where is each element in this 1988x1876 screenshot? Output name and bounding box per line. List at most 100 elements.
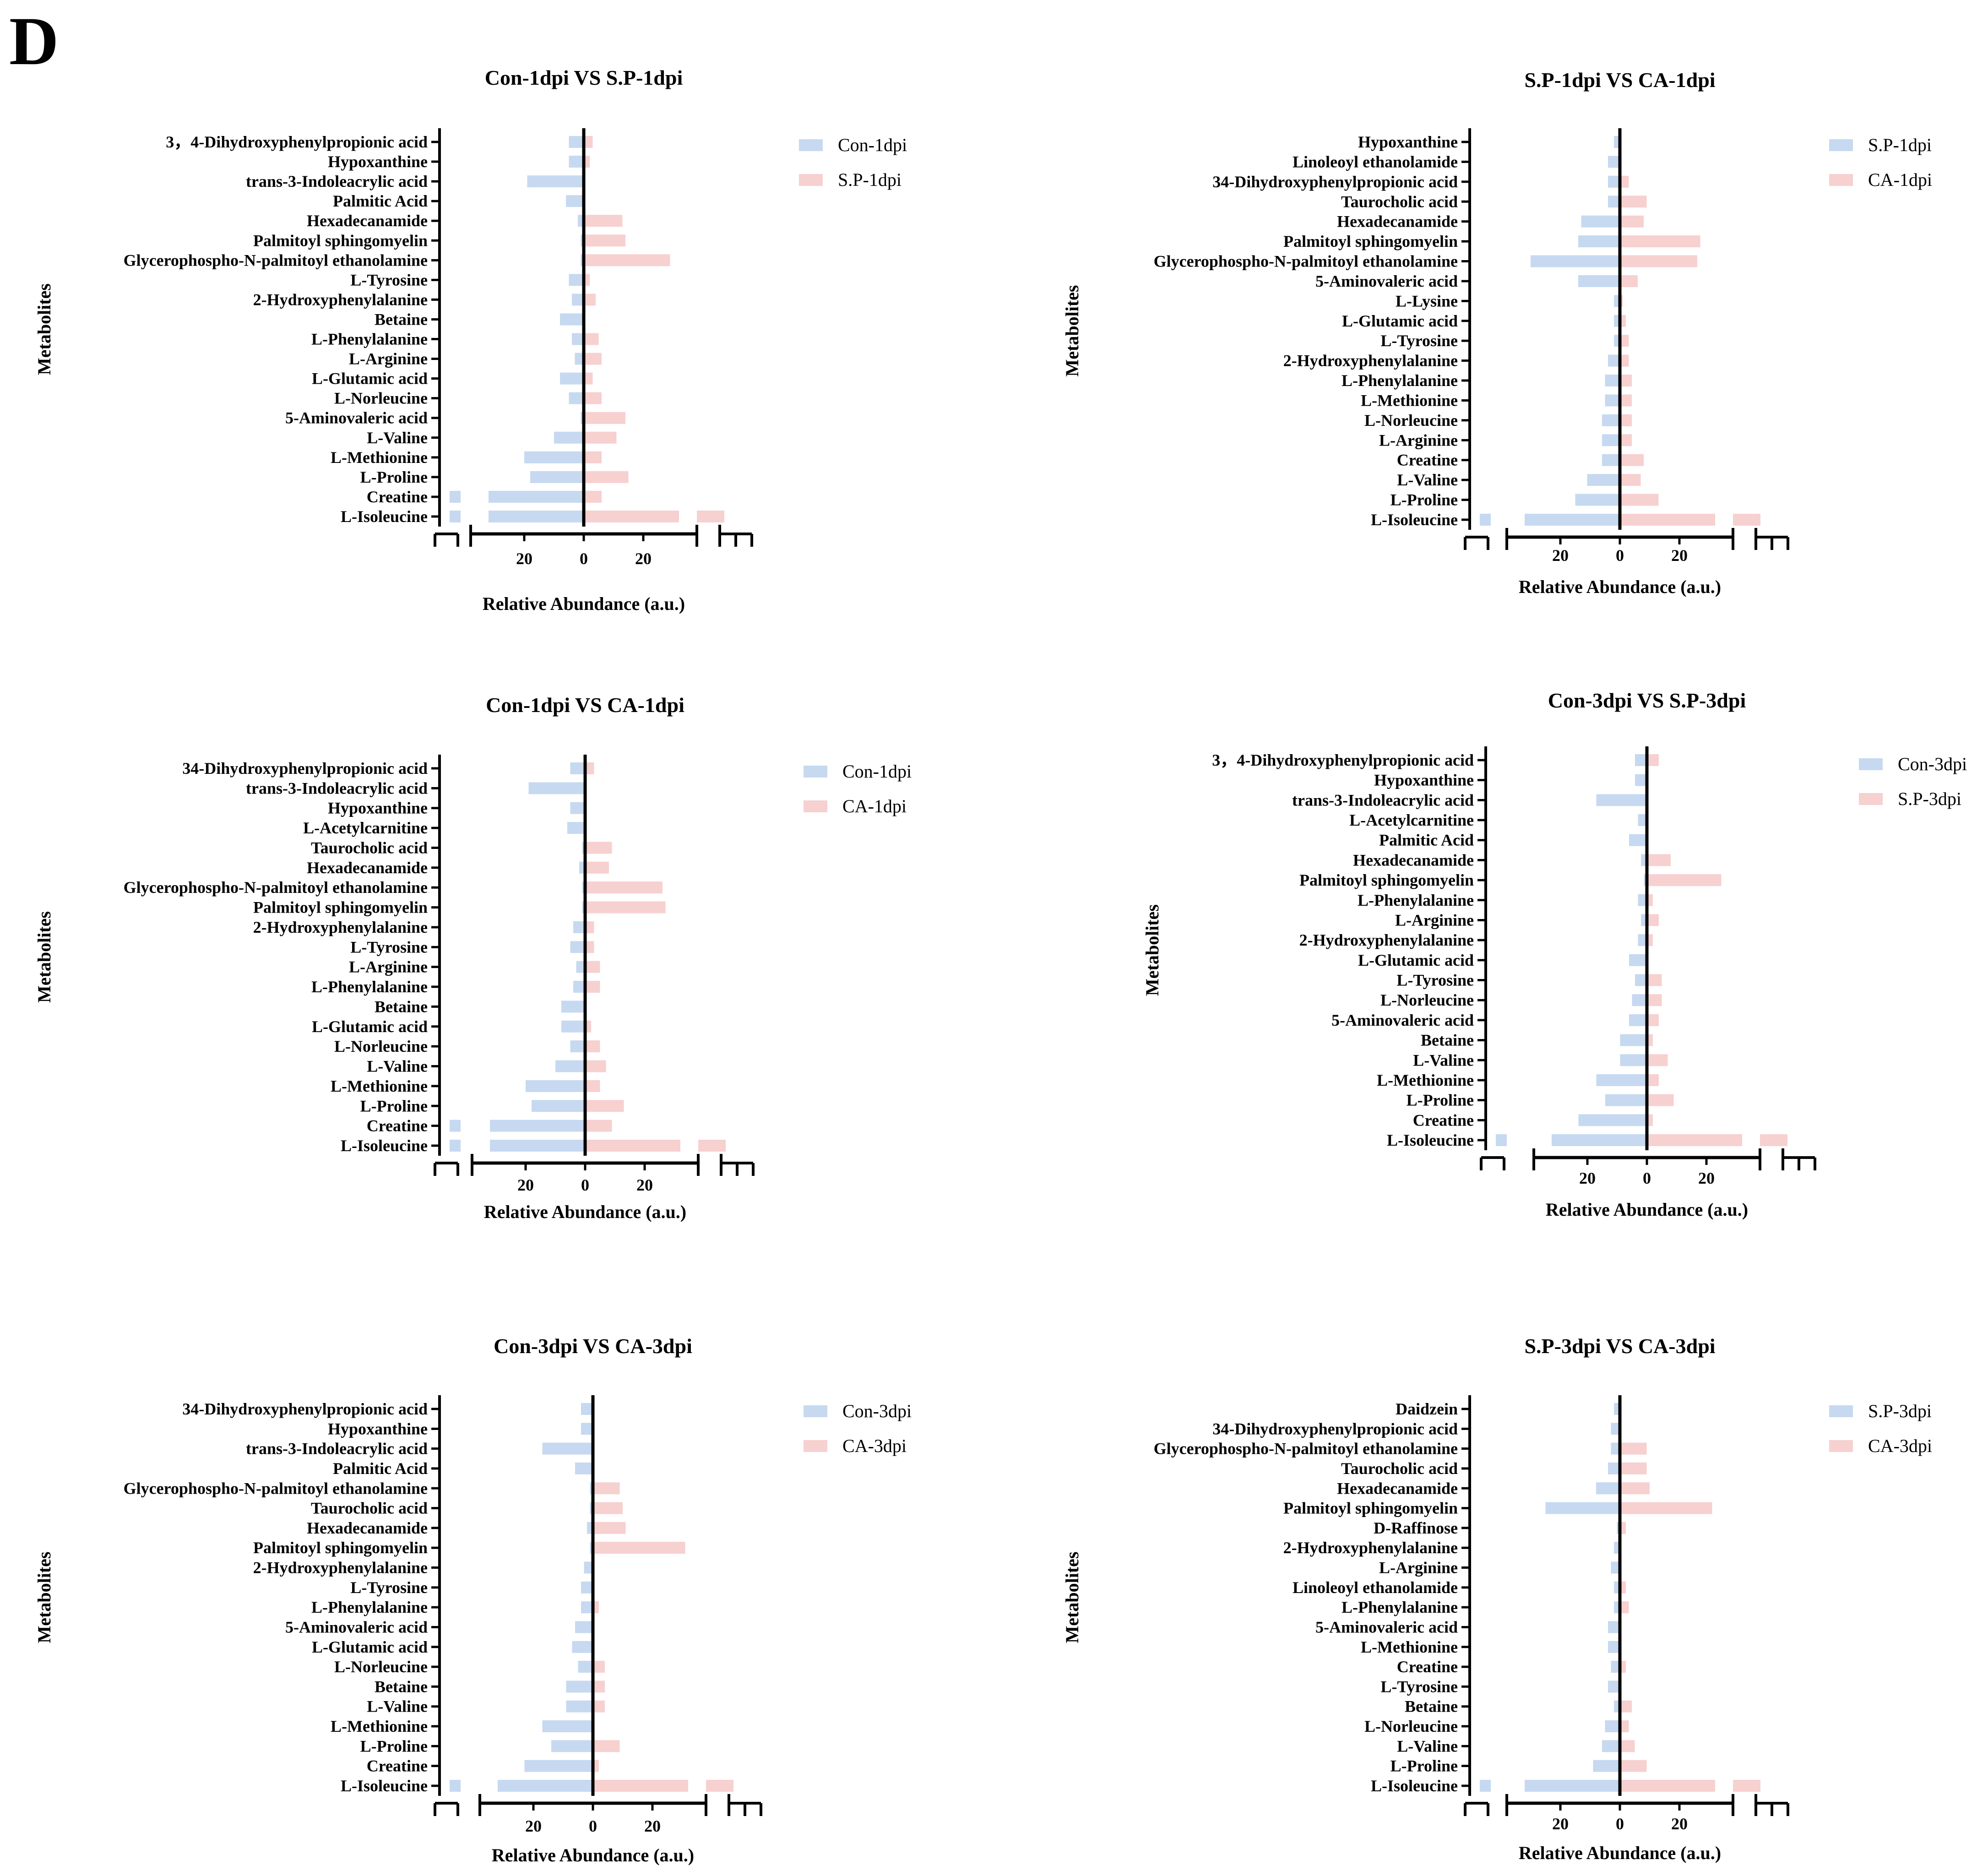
category-label: L-Glutamic acid <box>1342 312 1458 330</box>
bar-S.P-1dpi <box>584 392 602 404</box>
category-label: L-Acetylcarnitine <box>303 819 428 837</box>
bar-Con-3dpi <box>584 1561 593 1574</box>
x-tick-label: 0 <box>1643 1169 1651 1187</box>
category-label: L-Norleucine <box>1380 991 1474 1009</box>
bar-CA-3dpi <box>593 1522 626 1534</box>
legend-swatch-S.P-3dpi <box>1859 793 1883 805</box>
bar-S.P-1dpi <box>1605 394 1620 407</box>
category-label: L-Tyrosine <box>1380 1677 1458 1696</box>
bar-S.P-1dpi <box>1575 494 1620 506</box>
legend-label: Con-1dpi <box>842 761 912 782</box>
bar-Con-1dpi <box>569 156 584 168</box>
category-label: L-Valine <box>367 1697 428 1716</box>
category-label: 5-Aminovaleric acid <box>1331 1011 1474 1029</box>
x-tick-label: 0 <box>589 1817 597 1835</box>
bar-Con-1dpi <box>569 136 584 148</box>
bar-CA-1dpi <box>585 1140 680 1152</box>
category-label: Glycerophospho-N-palmitoyl ethanolamine <box>124 251 428 269</box>
category-label: 2-Hydroxyphenylalanine <box>1283 1539 1458 1557</box>
bar-CA-1dpi <box>585 861 609 874</box>
bar-Con-1dpi <box>570 762 585 774</box>
bar-S.P-1dpi <box>584 471 629 483</box>
bar-CA-3dpi <box>1620 1760 1647 1772</box>
bar-overflow-S.P-1dpi <box>1480 514 1491 526</box>
legend-label: S.P-3dpi <box>1898 788 1961 809</box>
bar-CA-1dpi <box>1620 255 1697 267</box>
chart-title: Con-3dpi VS CA-3dpi <box>494 1334 692 1358</box>
bar-Con-1dpi <box>561 1001 585 1013</box>
bar-CA-1dpi <box>585 842 612 854</box>
category-label: Hypoxanthine <box>1374 771 1474 789</box>
bar-CA-1dpi <box>1620 375 1632 387</box>
y-axis-title: Metabolites <box>1062 1552 1082 1643</box>
category-label: trans-3-Indoleacrylic acid <box>1292 791 1474 809</box>
category-label: L-Phenylalanine <box>1342 371 1458 390</box>
bar-CA-1dpi <box>1620 335 1629 347</box>
bar-Con-3dpi <box>1638 934 1647 946</box>
bar-CA-1dpi <box>585 1060 606 1072</box>
category-label: 5-Aminovaleric acid <box>1315 1618 1458 1636</box>
bar-S.P-3dpi <box>1647 874 1722 886</box>
x-tick-label: 20 <box>1552 546 1569 565</box>
category-label: Creatine <box>367 1757 428 1775</box>
legend-label: Con-3dpi <box>842 1401 912 1421</box>
category-label: L-Arginine <box>349 958 428 976</box>
bar-overflow-CA-3dpi <box>1733 1780 1760 1792</box>
bar-Con-1dpi <box>570 1040 585 1053</box>
category-label: L-Valine <box>1397 1737 1458 1755</box>
x-tick-label: 20 <box>1671 546 1688 565</box>
bar-S.P-1dpi <box>584 451 602 463</box>
category-label: trans-3-Indoleacrylic acid <box>246 1440 428 1458</box>
bar-Con-3dpi <box>578 1661 593 1673</box>
bar-Con-3dpi <box>498 1780 593 1792</box>
bar-S.P-1dpi <box>1602 414 1620 426</box>
bar-S.P-1dpi <box>584 412 625 424</box>
bar-overflow-CA-1dpi <box>1733 514 1760 526</box>
x-axis-title: Relative Abundance (a.u.) <box>1519 1843 1721 1863</box>
bar-Con-3dpi <box>1629 954 1647 966</box>
bar-Con-3dpi <box>1605 1094 1647 1106</box>
category-label: Hexadecanamide <box>307 859 428 877</box>
legend-label: CA-3dpi <box>842 1436 907 1456</box>
legend-label: S.P-3dpi <box>1868 1401 1932 1421</box>
bar-CA-3dpi <box>1620 1700 1632 1713</box>
bar-S.P-3dpi <box>1608 1641 1620 1653</box>
bar-Con-3dpi <box>581 1581 593 1593</box>
bar-S.P-3dpi <box>1596 1482 1620 1495</box>
bar-Con-3dpi <box>1632 994 1647 1006</box>
bar-Con-1dpi <box>570 941 585 953</box>
bar-Con-3dpi <box>1635 774 1647 786</box>
bar-CA-1dpi <box>1620 275 1638 287</box>
bar-overflow-Con-3dpi <box>1496 1134 1507 1146</box>
bar-Con-1dpi <box>554 431 584 444</box>
x-axis-title: Relative Abundance (a.u.) <box>1519 576 1721 597</box>
category-label: Glycerophospho-N-palmitoyl ethanolamine <box>1154 1440 1458 1458</box>
x-tick-label: 20 <box>1698 1169 1715 1187</box>
bar-S.P-1dpi <box>1531 255 1620 267</box>
legend-label: S.P-1dpi <box>838 169 902 190</box>
category-label: Palmitoyl sphingomyelin <box>253 231 428 250</box>
bar-CA-1dpi <box>1620 394 1632 407</box>
chart-panel-4: Con-3dpi VS S.P-3dpi Metabolites 3，4-Dihyd… <box>1142 689 1967 1220</box>
category-label: Hexadecanamide <box>307 212 428 230</box>
chart-title: Con-3dpi VS S.P-3dpi <box>1548 689 1746 712</box>
x-tick-label: 20 <box>644 1817 661 1835</box>
bar-S.P-1dpi <box>584 490 602 503</box>
bar-CA-1dpi <box>585 981 600 993</box>
bar-CA-1dpi <box>585 881 663 894</box>
bar-Con-3dpi <box>542 1442 593 1455</box>
bar-Con-1dpi <box>532 1100 585 1112</box>
bar-S.P-1dpi <box>584 294 596 306</box>
bar-S.P-1dpi <box>1587 474 1620 486</box>
bar-CA-1dpi <box>1620 454 1644 466</box>
legend-swatch-Con-1dpi <box>799 139 823 151</box>
bar-Con-3dpi <box>524 1760 593 1772</box>
legend-label: S.P-1dpi <box>1868 135 1932 155</box>
category-label: L-Tyrosine <box>350 938 428 956</box>
bar-Con-1dpi <box>528 782 585 794</box>
bar-S.P-1dpi <box>584 234 625 247</box>
legend-swatch-Con-3dpi <box>1859 758 1883 770</box>
bar-Con-3dpi <box>575 1621 593 1633</box>
category-label: L-Phenylalanine <box>1358 891 1474 909</box>
